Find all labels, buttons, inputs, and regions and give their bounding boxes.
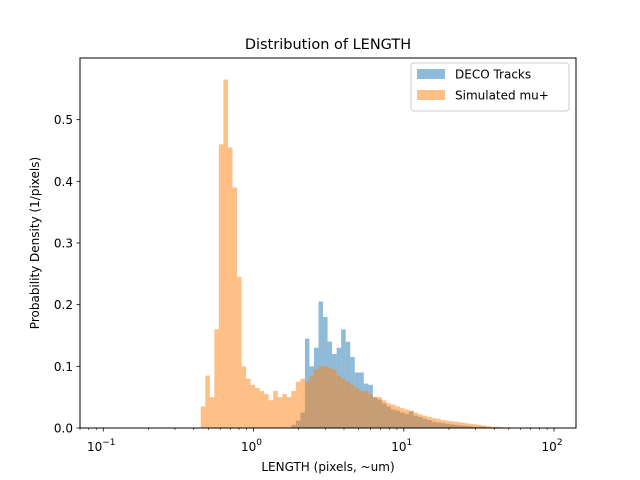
- histogram-bar: [259, 391, 265, 428]
- histogram-bar: [449, 421, 455, 428]
- histogram-bar: [345, 381, 351, 428]
- histogram-bar: [241, 366, 247, 428]
- y-axis: 0.0 0.1 0.2 0.3 0.4 0.5: [54, 113, 80, 436]
- histogram-bar: [237, 276, 242, 428]
- histogram-bar: [209, 397, 215, 428]
- histogram-bar: [268, 400, 274, 428]
- y-tick-label: 0.5: [54, 113, 73, 127]
- histogram-bar: [422, 415, 428, 428]
- legend-box: [410, 62, 570, 112]
- histogram-bar: [404, 409, 410, 428]
- x-axis-label: LENGTH (pixels, ~um): [261, 460, 394, 474]
- legend-swatch: [417, 90, 445, 100]
- histogram-bar: [332, 369, 337, 428]
- histogram-bar: [350, 384, 355, 428]
- histogram-bar: [282, 394, 287, 428]
- histogram-bar: [264, 394, 269, 428]
- histogram-bar: [431, 418, 437, 428]
- histogram-bar: [318, 301, 324, 428]
- histogram-bar: [327, 367, 333, 428]
- histogram-bar: [445, 420, 450, 428]
- y-tick-label: 0.2: [54, 298, 73, 312]
- histogram-bar: [323, 366, 328, 428]
- y-axis-label: Probability Density (1/pixels): [28, 157, 42, 329]
- histogram-bar: [354, 387, 360, 428]
- histogram-bar: [454, 421, 459, 428]
- histogram-bar: [232, 187, 237, 428]
- histogram-bar: [477, 424, 482, 428]
- histogram-bar: [458, 422, 464, 428]
- histogram-bar: [341, 378, 346, 428]
- histogram-bar: [481, 425, 487, 428]
- histogram-bar: [246, 378, 251, 428]
- histogram-bar: [368, 394, 373, 428]
- histogram-bar: [295, 381, 301, 428]
- histogram-bar: [390, 404, 396, 428]
- legend-swatch: [417, 69, 445, 79]
- series-1-bars: [200, 79, 514, 429]
- histogram-bar: [227, 147, 233, 429]
- bars-layer: [200, 79, 514, 429]
- y-tick-label: 0.1: [54, 360, 73, 374]
- histogram-bar: [277, 397, 283, 428]
- histogram-bar: [436, 418, 441, 428]
- x-axis: 10−1 100 101 102: [79, 428, 563, 454]
- histogram-bar: [386, 403, 391, 428]
- chart-title: Distribution of LENGTH: [245, 37, 411, 53]
- histogram-bar: [336, 375, 342, 428]
- legend-entries: DECO Tracks Simulated mu+: [417, 68, 549, 103]
- histogram-bar: [300, 378, 305, 428]
- x-tick-label: 101: [391, 438, 412, 454]
- histogram-bar: [400, 408, 405, 428]
- x-tick-label: 10−1: [87, 438, 116, 454]
- histogram-bar: [377, 397, 382, 428]
- histogram-bar: [463, 423, 468, 428]
- histogram-bar: [218, 144, 224, 428]
- histogram-bar: [313, 369, 319, 428]
- histogram-bar: [472, 424, 478, 428]
- histogram-bar: [495, 426, 500, 428]
- histogram-bar: [286, 397, 292, 428]
- histogram-bar: [467, 423, 473, 428]
- legend-label: Simulated mu+: [455, 89, 549, 103]
- histogram-bar: [372, 397, 378, 428]
- histogram-bar: [309, 375, 314, 428]
- histogram-bar: [341, 329, 346, 428]
- histogram-bar: [440, 419, 446, 428]
- histogram-bar: [205, 375, 210, 428]
- histogram-bar: [273, 391, 278, 428]
- y-tick-label: 0.3: [54, 237, 73, 251]
- histogram-bar: [427, 416, 432, 428]
- histogram-bar: [490, 426, 496, 428]
- histogram-bar: [214, 329, 219, 428]
- histogram-bar: [381, 400, 387, 428]
- histogram-bar: [304, 381, 310, 428]
- legend: DECO Tracks Simulated mu+: [410, 62, 570, 112]
- histogram-bar: [318, 366, 324, 428]
- histogram-bar: [409, 410, 414, 428]
- histogram-bar: [486, 426, 491, 428]
- x-tick-label: 102: [542, 438, 563, 454]
- histogram-bar: [363, 391, 369, 428]
- histogram-bar: [418, 414, 423, 428]
- histogram-bar: [200, 406, 206, 428]
- histogram-bar: [255, 387, 260, 428]
- histogram-bar: [223, 79, 228, 428]
- histogram-bar: [250, 384, 256, 428]
- x-tick-label: 100: [241, 438, 262, 454]
- histogram-bar: [413, 412, 419, 428]
- y-tick-label: 0.4: [54, 175, 73, 189]
- y-tick-label: 0.0: [54, 422, 73, 436]
- legend-label: DECO Tracks: [455, 68, 531, 82]
- histogram-bar: [395, 406, 401, 428]
- plot-area: 10−1 100 101 102 0.0 0.1 0.2 0.3 0.4 0.5: [54, 57, 577, 454]
- histogram-bar: [291, 391, 296, 428]
- histogram-bar: [359, 391, 364, 428]
